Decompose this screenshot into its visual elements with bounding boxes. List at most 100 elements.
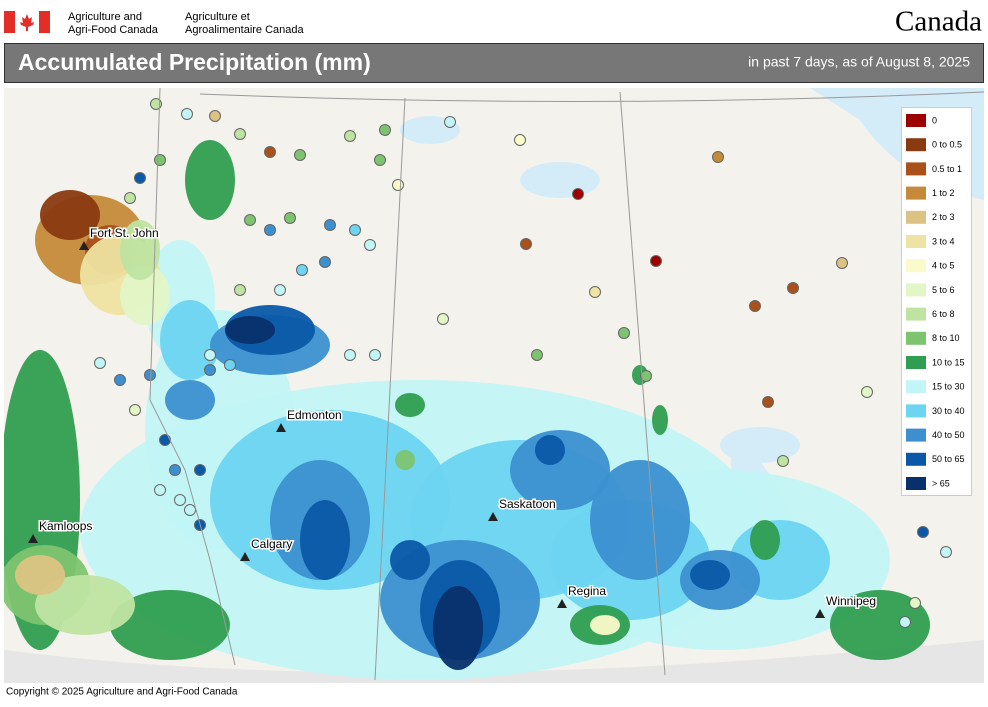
station <box>204 364 216 376</box>
station <box>296 264 308 276</box>
city-marker <box>28 534 38 543</box>
station <box>344 349 356 361</box>
precip-area <box>120 220 160 280</box>
legend: 0 0 to 0.5 0.5 to 1 1 to 2 2 to 3 3 to 4 4 to … <box>901 107 972 496</box>
legend-swatch <box>906 356 926 369</box>
station <box>861 386 873 398</box>
legend-swatch <box>906 452 926 466</box>
precip-area <box>225 316 275 344</box>
station <box>264 146 276 158</box>
precip-area <box>433 586 483 670</box>
station <box>154 154 166 166</box>
precip-area <box>830 590 930 660</box>
city-marker <box>488 512 498 521</box>
wordmark: Canada <box>895 6 982 38</box>
precip-area <box>390 540 430 580</box>
legend-swatch <box>906 114 926 127</box>
city-marker <box>240 552 250 561</box>
city-marker <box>276 423 286 432</box>
city-marker <box>815 609 825 618</box>
station <box>364 239 376 251</box>
precip-area <box>690 560 730 590</box>
agency-fr: Agriculture et <box>185 11 250 23</box>
station <box>159 434 171 446</box>
station <box>712 151 724 163</box>
city-label: Winnipeg <box>826 594 876 608</box>
station <box>572 188 584 200</box>
station <box>169 464 181 476</box>
precip-area <box>590 460 690 580</box>
map <box>4 88 984 683</box>
city-label: Regina <box>568 584 606 598</box>
precip-area <box>40 190 100 240</box>
station <box>520 238 532 250</box>
legend-label: 30 to 40 <box>932 406 965 416</box>
legend-label: 1 to 2 <box>932 188 955 198</box>
station <box>379 124 391 136</box>
legend-label: 10 to 15 <box>932 357 965 367</box>
city-label: Calgary <box>251 537 292 551</box>
station <box>444 116 456 128</box>
station <box>224 359 236 371</box>
subtitle: in past 7 days, as of August 8, 2025 <box>748 54 970 70</box>
precip-area <box>15 555 65 595</box>
precip-area <box>160 300 220 380</box>
station <box>374 154 386 166</box>
agency-en: Agri-Food Canada <box>68 24 159 36</box>
station <box>129 404 141 416</box>
agency-en: Agriculture and <box>68 11 142 23</box>
station <box>209 110 221 122</box>
legend-label: 2 to 3 <box>932 212 955 222</box>
station <box>204 349 216 361</box>
station <box>650 255 662 267</box>
station <box>144 369 156 381</box>
us-area <box>4 640 984 683</box>
station <box>777 455 789 467</box>
legend-swatch <box>906 404 926 418</box>
legend-swatch <box>906 477 926 490</box>
station <box>319 256 331 268</box>
station <box>284 212 296 224</box>
station <box>124 192 136 204</box>
station <box>244 214 256 226</box>
city-label: Fort St. John <box>90 226 159 240</box>
lake <box>720 427 800 463</box>
precip-area <box>110 590 230 660</box>
city-marker <box>557 599 567 608</box>
legend-label: 8 to 10 <box>932 333 960 343</box>
agency-fr: Agroalimentaire Canada <box>185 24 305 36</box>
legend-swatch <box>906 283 926 297</box>
legend-label: 0 <box>932 115 937 125</box>
precip-area <box>590 615 620 635</box>
station <box>181 108 193 120</box>
station <box>369 349 381 361</box>
precip-area <box>35 575 135 635</box>
station <box>762 396 774 408</box>
legend-label: > 65 <box>932 478 950 488</box>
precip-area <box>300 500 350 580</box>
precip-area <box>185 140 235 220</box>
title: Accumulated Precipitation (mm) <box>18 49 371 75</box>
station <box>184 504 196 516</box>
station <box>344 130 356 142</box>
precip-area <box>395 450 415 470</box>
legend-swatch <box>906 186 926 200</box>
legend-swatch <box>906 138 926 152</box>
station <box>392 179 404 191</box>
station <box>264 224 276 236</box>
station <box>324 219 336 231</box>
station <box>114 374 126 386</box>
station <box>589 286 601 298</box>
precip-area <box>750 520 780 560</box>
legend-swatch <box>906 307 926 321</box>
precip-area <box>120 265 170 325</box>
legend-swatch <box>906 162 926 176</box>
copyright: Copyright © 2025 Agriculture and Agri-Fo… <box>6 687 238 698</box>
legend-label: 3 to 4 <box>932 236 955 246</box>
station <box>749 300 761 312</box>
station <box>940 546 952 558</box>
precip-area <box>652 405 668 435</box>
station <box>899 616 911 628</box>
station <box>514 134 526 146</box>
